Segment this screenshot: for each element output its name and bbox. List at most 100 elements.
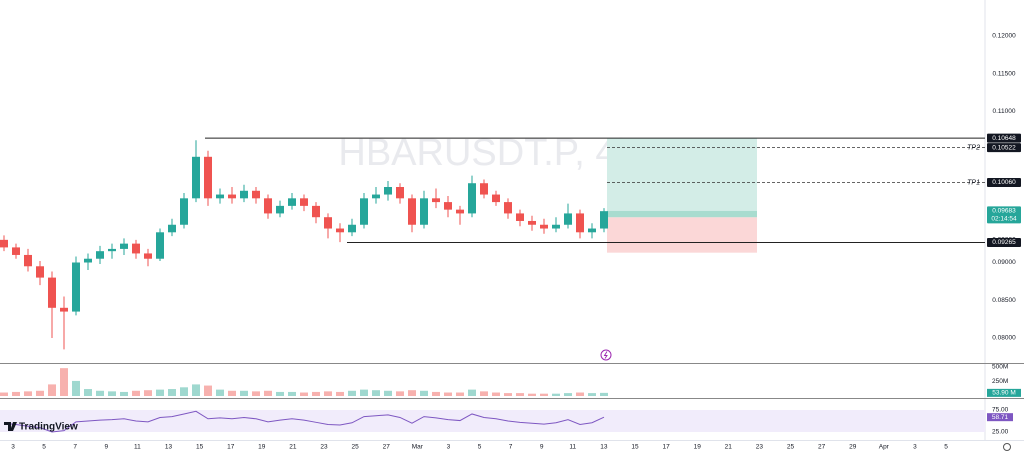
candle-body bbox=[456, 209, 464, 214]
volume-bar bbox=[564, 393, 572, 396]
time-label: 5 bbox=[42, 444, 46, 451]
volume-bar bbox=[108, 391, 116, 396]
time-label: 3 bbox=[11, 444, 15, 451]
time-label: 15 bbox=[196, 444, 204, 451]
volume-bar bbox=[552, 393, 560, 396]
volume-bar bbox=[72, 380, 80, 396]
brand-name: TradingView bbox=[19, 422, 78, 433]
volume-bar bbox=[528, 393, 536, 396]
candle-body bbox=[156, 232, 164, 259]
price-tag-label: 0.10060 bbox=[992, 179, 1016, 186]
candle-body bbox=[84, 258, 92, 263]
price-tag-label: 0.10522 bbox=[992, 144, 1016, 151]
time-label: 25 bbox=[351, 444, 359, 451]
time-label: 7 bbox=[73, 444, 77, 451]
time-label: 11 bbox=[569, 444, 576, 451]
candle-body bbox=[564, 213, 572, 225]
symbol-watermark: HBARUSDT.P, 4h bbox=[338, 132, 637, 174]
volume-bar bbox=[216, 389, 224, 396]
candle-body bbox=[552, 224, 560, 229]
time-label: 15 bbox=[631, 444, 639, 451]
volume-axis-label: 500M bbox=[992, 364, 1008, 371]
volume-bar bbox=[360, 389, 368, 396]
price-tag bbox=[987, 133, 1021, 143]
candle-body bbox=[444, 202, 452, 210]
time-label: 13 bbox=[600, 444, 608, 451]
volume-bar bbox=[432, 391, 440, 396]
rsi-tag bbox=[987, 413, 1013, 422]
candle-body bbox=[12, 247, 20, 255]
time-label: 19 bbox=[258, 444, 266, 451]
volume-bar bbox=[384, 390, 392, 396]
candle-body bbox=[600, 211, 608, 229]
countdown: 02:14:54 bbox=[991, 216, 1017, 223]
volume-bar bbox=[132, 390, 140, 396]
candle-body bbox=[144, 253, 152, 259]
volume-tag-label: 53.90 M bbox=[992, 390, 1016, 397]
candle-body bbox=[168, 224, 176, 233]
candle-body bbox=[540, 224, 548, 229]
volume-bar bbox=[120, 391, 128, 396]
settings-button[interactable] bbox=[1003, 443, 1011, 451]
event-icon[interactable] bbox=[600, 349, 612, 361]
volume-bar bbox=[336, 391, 344, 396]
volume-bar bbox=[0, 392, 8, 396]
volume-bar bbox=[156, 389, 164, 396]
candle-body bbox=[360, 198, 368, 225]
time-label: 7 bbox=[509, 444, 513, 451]
candle-body bbox=[468, 183, 476, 214]
candle-body bbox=[0, 239, 8, 248]
price-label: 0.11500 bbox=[992, 70, 1015, 77]
volume-bar bbox=[480, 391, 488, 396]
time-label: 9 bbox=[104, 444, 108, 451]
time-label: 19 bbox=[694, 444, 702, 451]
time-label: Apr bbox=[879, 444, 890, 451]
volume-bar bbox=[444, 392, 452, 396]
volume-bar bbox=[192, 384, 200, 396]
price-label: 0.11000 bbox=[992, 108, 1015, 115]
volume-bar bbox=[600, 392, 608, 396]
volume-bar bbox=[408, 390, 416, 396]
candle-body bbox=[576, 213, 584, 233]
time-label: 27 bbox=[383, 444, 391, 451]
candle-body bbox=[120, 243, 128, 249]
candle-body bbox=[228, 194, 236, 199]
candle-body bbox=[480, 183, 488, 195]
volume-bar bbox=[252, 391, 260, 396]
volume-bar bbox=[348, 390, 356, 396]
volume-bar bbox=[12, 391, 20, 396]
volume-tag bbox=[987, 388, 1021, 397]
time-label: 5 bbox=[944, 444, 948, 451]
volume-bar bbox=[540, 393, 548, 396]
candle-body bbox=[348, 224, 356, 233]
candle-body bbox=[372, 194, 380, 199]
volume-bar bbox=[288, 391, 296, 396]
candle-body bbox=[408, 198, 416, 225]
time-label: 9 bbox=[540, 444, 544, 451]
volume-bar bbox=[516, 393, 524, 396]
rsi-band bbox=[0, 410, 985, 432]
price-label: 0.12000 bbox=[992, 33, 1016, 40]
volume-bar bbox=[24, 391, 32, 396]
time-label: 21 bbox=[725, 444, 733, 451]
candle-body bbox=[516, 213, 524, 221]
volume-bar bbox=[456, 392, 464, 396]
volume-bar bbox=[180, 387, 188, 396]
rsi-axis-label: 25.00 bbox=[992, 429, 1009, 436]
candle-body bbox=[396, 187, 404, 199]
candle-body bbox=[36, 266, 44, 278]
volume-bar bbox=[276, 391, 284, 396]
candle-body bbox=[324, 217, 332, 229]
price-label: 0.08500 bbox=[992, 297, 1016, 304]
rsi-axis-label: 75.00 bbox=[992, 407, 1009, 414]
candle-body bbox=[108, 248, 116, 252]
candle-body bbox=[504, 202, 512, 214]
time-label: 29 bbox=[849, 444, 857, 451]
candle-body bbox=[288, 198, 296, 206]
price-tag bbox=[987, 237, 1021, 247]
candle-body bbox=[300, 198, 308, 206]
time-label: 13 bbox=[165, 444, 173, 451]
time-label: 17 bbox=[227, 444, 235, 451]
time-label: 27 bbox=[818, 444, 826, 451]
